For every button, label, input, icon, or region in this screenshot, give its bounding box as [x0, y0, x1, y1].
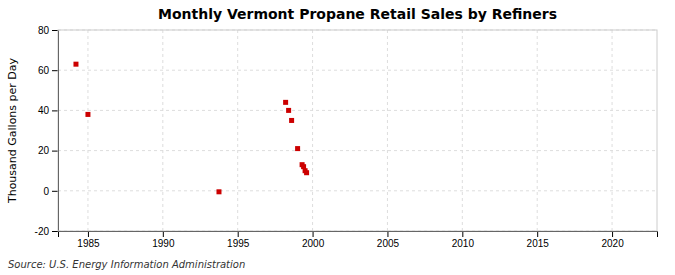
y-tick: 40 — [38, 105, 58, 116]
y-tick: 0 — [43, 186, 58, 197]
x-tick-label: 2000 — [302, 238, 325, 249]
x-tick-label: 1990 — [152, 238, 175, 249]
x-tick-mark — [313, 231, 314, 237]
point — [289, 118, 294, 123]
x-tick: 2020 — [601, 231, 624, 249]
y-tick-mark — [52, 151, 58, 152]
y-grid-line — [58, 70, 657, 71]
x-tick-mark — [163, 231, 164, 237]
point — [216, 189, 221, 194]
x-tick: 1995 — [227, 231, 250, 249]
y-tick-mark — [52, 70, 58, 71]
x-tick-mark — [387, 231, 388, 237]
x-tick-mark — [462, 231, 463, 237]
x-axis-line — [59, 232, 658, 238]
point — [283, 100, 288, 105]
x-grid-line — [312, 30, 313, 231]
x-grid-line — [612, 30, 613, 231]
x-grid-line — [162, 30, 163, 231]
x-tick: 2005 — [377, 231, 400, 249]
y-grid-line — [58, 150, 657, 151]
y-tick-mark — [52, 231, 58, 232]
x-tick: 2000 — [302, 231, 325, 249]
x-grid-line — [462, 30, 463, 231]
x-tick-mark — [612, 231, 613, 237]
y-tick: 60 — [38, 65, 58, 76]
point — [73, 62, 78, 67]
x-grid-line — [387, 30, 388, 231]
x-grid-line — [237, 30, 238, 231]
point — [286, 108, 291, 113]
source-note: Source: U.S. Energy Information Administ… — [8, 259, 245, 270]
x-tick: 2015 — [527, 231, 550, 249]
y-tick: 20 — [38, 145, 58, 156]
point — [295, 146, 300, 151]
y-grid-line — [58, 190, 657, 191]
y-tick-label: 60 — [38, 65, 50, 76]
x-tick-label: 2010 — [452, 238, 475, 249]
plot-frame — [58, 30, 657, 231]
y-tick-label: 0 — [43, 186, 49, 197]
x-axis: 1985 1990 1995 2000 2005 2010 2015 2020 — [59, 231, 658, 249]
y-tick-label: 80 — [38, 25, 50, 36]
x-tick-label: 1995 — [227, 238, 250, 249]
title: Monthly Vermont Propane Retail Sales by … — [158, 6, 557, 22]
x-tick-mark — [88, 231, 89, 237]
y-tick: -20 — [35, 226, 58, 237]
y-axis-label: Thousand Gallons per Day — [6, 57, 19, 204]
x-tick-label: 2015 — [527, 238, 550, 249]
y-tick-mark — [52, 30, 58, 31]
x-tick-mark — [238, 231, 239, 237]
y-tick: 80 — [38, 25, 58, 36]
y-tick-mark — [52, 110, 58, 111]
point — [304, 170, 309, 175]
x-grid-line — [87, 30, 88, 231]
x-tick: 1990 — [152, 231, 175, 249]
y-tick-mark — [52, 191, 58, 192]
x-tick: 1985 — [77, 231, 100, 249]
y-grid-line — [58, 110, 657, 111]
x-tick-mark — [537, 231, 538, 237]
grid — [58, 30, 657, 231]
y-tick-label: 20 — [38, 145, 50, 156]
chart: 1985 1990 1995 2000 2005 2010 2015 2020 -20 0 20 40… — [0, 0, 675, 275]
x-tick-label: 1985 — [77, 238, 100, 249]
y-axis: -20 0 20 40 60 80 — [35, 25, 59, 237]
x-grid-line — [537, 30, 538, 231]
points — [73, 62, 309, 195]
x-tick-label: 2020 — [601, 238, 624, 249]
x-tick-label: 2005 — [377, 238, 400, 249]
point — [85, 112, 90, 117]
plot: 1985 1990 1995 2000 2005 2010 2015 2020 -20 0 20 40… — [35, 25, 658, 249]
x-tick: 2010 — [452, 231, 475, 249]
y-tick-label: 40 — [38, 105, 50, 116]
y-tick-label: -20 — [35, 226, 50, 237]
